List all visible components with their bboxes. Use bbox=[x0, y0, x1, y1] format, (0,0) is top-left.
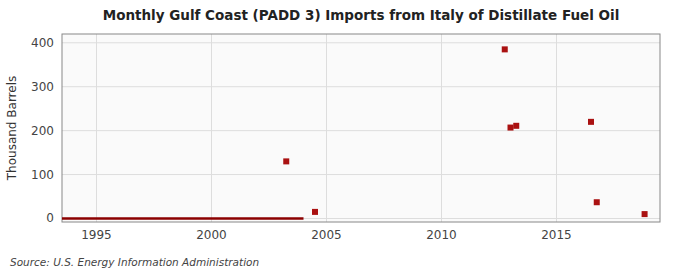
y-tick-label: 400 bbox=[31, 36, 54, 50]
data-layer bbox=[62, 46, 648, 218]
x-grid-line bbox=[326, 34, 327, 222]
x-grid-line bbox=[211, 34, 212, 222]
point bbox=[594, 199, 600, 205]
x-grid-line bbox=[441, 34, 442, 222]
grid bbox=[62, 34, 660, 222]
y-grid-line bbox=[62, 86, 660, 87]
y-tick-label: 0 bbox=[46, 211, 54, 225]
y-grid-line bbox=[62, 218, 660, 219]
point bbox=[513, 123, 519, 129]
source-note: Source: U.S. Energy Information Administ… bbox=[10, 256, 259, 268]
x-grid-line bbox=[556, 34, 557, 222]
plot-frame bbox=[62, 34, 660, 222]
line bbox=[62, 217, 304, 220]
chart-container: 0 100 200 300 400 1995 2000 2005 2010 2015 Monthly… bbox=[0, 0, 675, 275]
x-tick-label: 2015 bbox=[541, 228, 572, 242]
point bbox=[588, 119, 594, 125]
point bbox=[502, 46, 508, 52]
x-tick-label: 2005 bbox=[311, 228, 342, 242]
y-grid-line bbox=[62, 174, 660, 175]
y-grid-line bbox=[62, 130, 660, 131]
x-grid-line bbox=[96, 34, 97, 222]
y-tick-label: 100 bbox=[31, 168, 54, 182]
y-grid-line bbox=[62, 42, 660, 43]
point bbox=[312, 209, 318, 215]
chart: 0 100 200 300 400 1995 2000 2005 2010 2015 Monthly… bbox=[0, 0, 675, 275]
x-tick-label: 2000 bbox=[196, 228, 227, 242]
plot-area bbox=[62, 34, 660, 222]
y-tick-label: 300 bbox=[31, 80, 54, 94]
title: Monthly Gulf Coast (PADD 3) Imports from… bbox=[103, 7, 620, 23]
y-axis-label: Thousand Barrels bbox=[5, 76, 19, 181]
point bbox=[283, 158, 289, 164]
y-tick-label: 200 bbox=[31, 124, 54, 138]
x-tick-label: 1995 bbox=[81, 228, 112, 242]
point bbox=[508, 125, 514, 131]
point bbox=[642, 211, 648, 217]
x-tick-label: 2010 bbox=[426, 228, 457, 242]
